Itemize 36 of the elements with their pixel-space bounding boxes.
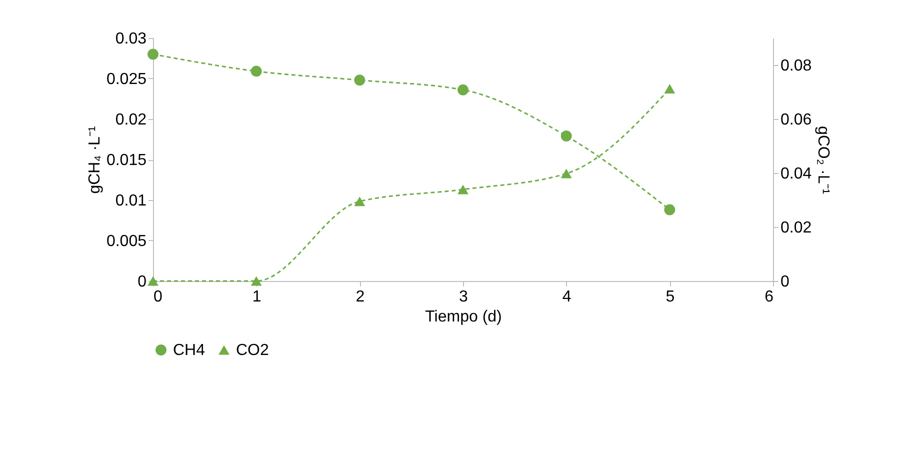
point <box>250 66 262 77</box>
legend-label: CH4 <box>173 342 206 359</box>
y-tick-label: 0.025 <box>106 71 147 88</box>
point <box>148 276 158 286</box>
y-tick-label: 0.005 <box>106 233 147 250</box>
y-tick-label: 0.02 <box>115 112 147 128</box>
y-tick-label: 0 <box>138 274 147 290</box>
legend-label: CO2 <box>236 342 269 359</box>
y2-tick-label: 0.08 <box>780 58 812 74</box>
point <box>148 48 158 60</box>
y-tick-label: 0.01 <box>115 192 147 210</box>
x-tick-label: 3 <box>459 288 468 306</box>
x-tick-label: 2 <box>356 288 365 306</box>
x-tick-label: 4 <box>562 288 572 306</box>
y2-axis-title: gCO₂ ·L⁻¹ <box>814 126 832 194</box>
x-tick-label: 5 <box>666 288 675 306</box>
y-tick-label: 0.015 <box>106 152 147 169</box>
x-tick-label: 6 <box>764 288 774 306</box>
y2-tick-label: 0.06 <box>780 112 812 128</box>
y-tick-label: 0.03 <box>115 30 147 48</box>
y-axis-title: gCH₄ ·L⁻¹ <box>86 126 104 194</box>
x-axis-title: Tiempo (d) <box>425 308 502 326</box>
point <box>458 184 468 194</box>
point <box>458 84 468 96</box>
y2-tick-label: 0 <box>780 274 790 290</box>
point <box>560 130 572 142</box>
y2-tick-label: 0.04 <box>780 166 812 182</box>
point <box>664 204 676 216</box>
point <box>354 74 366 86</box>
x-tick-label: 0 <box>154 288 162 306</box>
point <box>664 84 676 94</box>
point <box>250 276 262 286</box>
point <box>560 168 572 178</box>
point <box>354 196 366 206</box>
x-tick-label: 1 <box>252 288 262 306</box>
y2-tick-label: 0.02 <box>780 220 812 236</box>
